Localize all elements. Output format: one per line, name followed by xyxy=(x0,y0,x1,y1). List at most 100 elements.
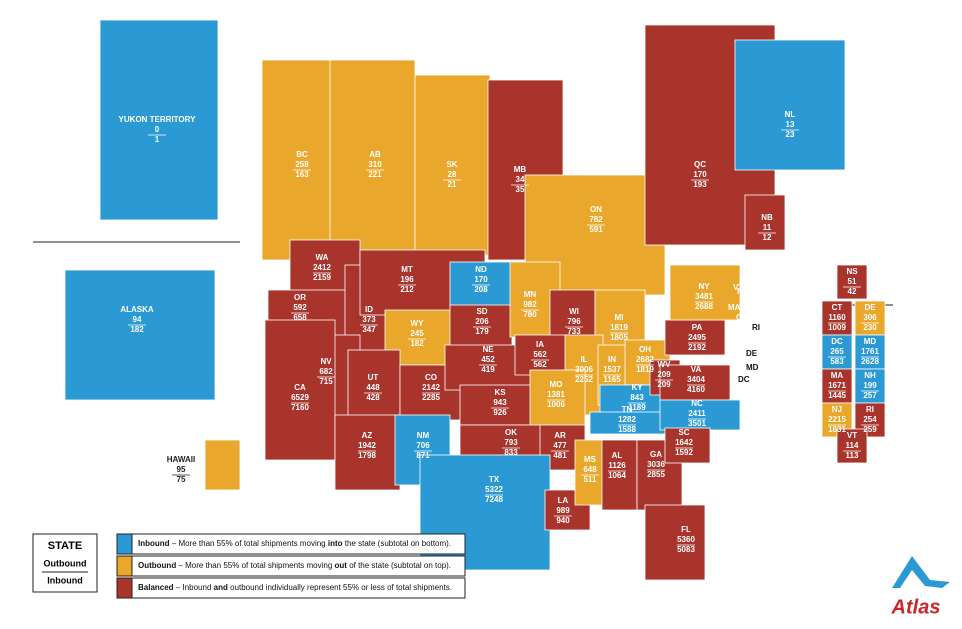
region-code: NH xyxy=(864,371,876,380)
region xyxy=(459,384,541,426)
inbound-value: 230 xyxy=(863,323,877,332)
legend-text: Outbound – More than 55% of total shipme… xyxy=(138,561,451,570)
region-code: NB xyxy=(761,213,773,222)
outbound-value: 5322 xyxy=(485,485,503,494)
region-code: NS xyxy=(846,267,858,276)
region-code: OH xyxy=(639,345,651,354)
outbound-value: 3481 xyxy=(695,292,713,301)
region-code: KY xyxy=(631,383,643,392)
outbound-value: 1671 xyxy=(828,381,846,390)
outbound-value: 34 xyxy=(516,175,525,184)
region-code: TX xyxy=(489,475,500,484)
inbound-value: 75 xyxy=(177,475,186,484)
region-code: NJ xyxy=(832,405,842,414)
region-code: AL xyxy=(612,451,623,460)
inbound-value: 1588 xyxy=(618,425,636,434)
region xyxy=(347,349,401,421)
region-code: NL xyxy=(785,110,796,119)
region xyxy=(261,59,343,261)
region xyxy=(664,427,711,464)
region xyxy=(854,334,886,370)
outbound-value: 0 xyxy=(155,125,160,134)
outbound-value: 3006 xyxy=(575,365,593,374)
inbound-value: 182 xyxy=(410,339,424,348)
inbound-value: 7248 xyxy=(485,495,503,504)
region-code: MO xyxy=(550,380,563,389)
region-code: YUKON TERRITORY xyxy=(119,115,197,124)
key-bottom: Inbound xyxy=(47,575,83,585)
outbound-value: 2411 xyxy=(688,409,706,418)
outbound-value: 373 xyxy=(362,315,376,324)
callout-label: DE xyxy=(746,349,758,358)
outbound-value: 592 xyxy=(293,303,307,312)
outbound-value: 51 xyxy=(848,277,857,286)
region-code: DC xyxy=(831,337,843,346)
region-code: ALASKA xyxy=(120,305,154,314)
region-code: IA xyxy=(536,340,544,349)
inbound-value: 21 xyxy=(448,180,457,189)
region xyxy=(854,300,886,336)
region xyxy=(854,368,886,404)
region-code: OR xyxy=(294,293,306,302)
region-code: TN xyxy=(622,405,633,414)
region-code: DE xyxy=(864,303,876,312)
region xyxy=(836,264,868,300)
inbound-value: 481 xyxy=(553,451,567,460)
callout-label: VT xyxy=(733,283,743,292)
outbound-value: 5360 xyxy=(677,535,695,544)
region xyxy=(821,300,853,336)
inbound-value: 1165 xyxy=(603,375,621,384)
inbound-value: 1445 xyxy=(828,391,846,400)
outbound-value: 796 xyxy=(567,317,581,326)
legend: Inbound – More than 55% of total shipmen… xyxy=(116,533,466,599)
region xyxy=(659,399,741,431)
inbound-value: 12 xyxy=(763,233,772,242)
outbound-value: 943 xyxy=(493,398,507,407)
outbound-value: 265 xyxy=(830,347,844,356)
region-code: AR xyxy=(554,431,566,440)
region xyxy=(334,414,401,491)
legend-swatch xyxy=(116,533,133,555)
outbound-value: 245 xyxy=(410,329,424,338)
outbound-value: 2215 xyxy=(828,415,846,424)
outbound-value: 258 xyxy=(295,160,309,169)
legend-segment: out xyxy=(335,561,348,570)
region xyxy=(821,334,853,370)
inbound-value: 511 xyxy=(584,475,597,484)
region-code: ON xyxy=(590,205,602,214)
legend-segment: – More than 55% of total shipments movin… xyxy=(176,561,334,570)
outbound-value: 94 xyxy=(133,315,142,324)
region-code: WA xyxy=(316,253,329,262)
key-top: Outbound xyxy=(44,558,87,568)
inbound-value: 591 xyxy=(589,225,603,234)
region-code: NE xyxy=(482,345,494,354)
outbound-value: 310 xyxy=(368,160,382,169)
region xyxy=(601,439,638,511)
inbound-value: 182 xyxy=(130,325,144,334)
legend-segment: and xyxy=(214,583,228,592)
outbound-value: 95 xyxy=(177,465,186,474)
region-code: MI xyxy=(615,313,624,322)
legend-text: Inbound – More than 55% of total shipmen… xyxy=(138,539,451,548)
region xyxy=(636,439,683,511)
region-code: CA xyxy=(294,383,306,392)
inbound-value: 23 xyxy=(786,130,795,139)
inbound-value: 221 xyxy=(368,170,382,179)
region-code: OK xyxy=(505,428,517,437)
outbound-value: 1642 xyxy=(675,438,693,447)
inbound-value: 871 xyxy=(416,451,430,460)
region-code: MS xyxy=(584,455,597,464)
outbound-value: 2495 xyxy=(688,333,706,342)
inbound-value: 2192 xyxy=(688,343,706,352)
inbound-value: 212 xyxy=(400,285,414,294)
inbound-value: 1798 xyxy=(358,451,376,460)
inbound-value: 2628 xyxy=(861,357,879,366)
region-code: ID xyxy=(365,305,373,314)
inbound-value: 1009 xyxy=(828,323,846,332)
inbound-value: 2285 xyxy=(422,393,440,402)
outbound-value: 793 xyxy=(504,438,518,447)
callout-label: MA xyxy=(728,303,741,312)
inbound-value: 1006 xyxy=(547,400,565,409)
